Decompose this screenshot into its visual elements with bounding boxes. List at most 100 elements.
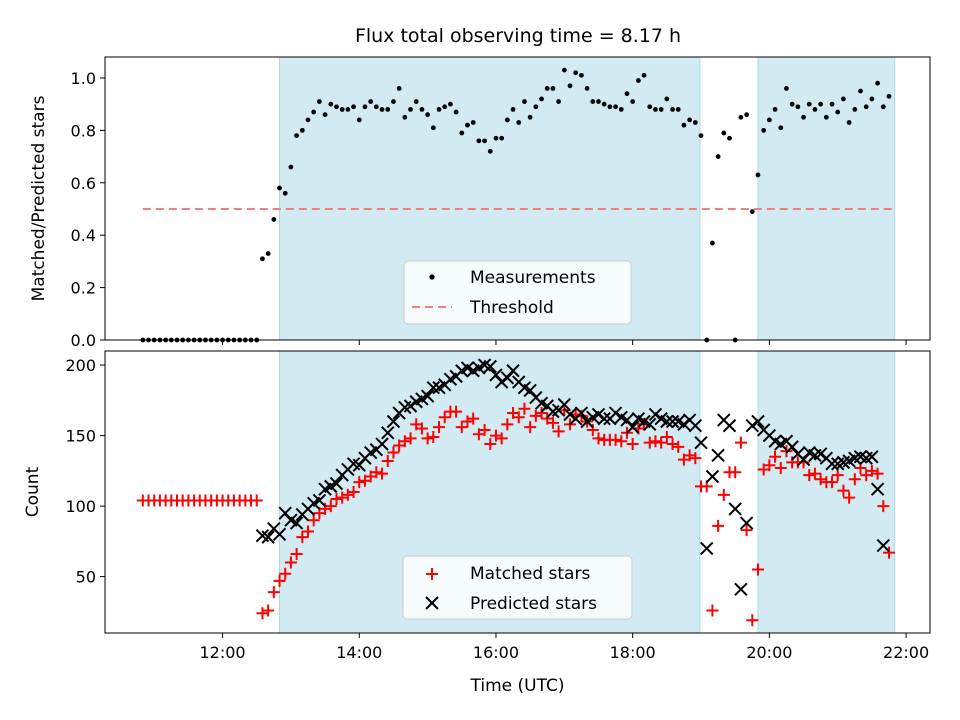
measurement-point xyxy=(351,104,356,110)
measurement-point xyxy=(875,80,880,86)
observing-interval-band xyxy=(757,350,896,634)
matched-star-point xyxy=(660,431,673,444)
measurement-point xyxy=(368,99,374,104)
matched-star-point xyxy=(330,493,343,506)
x-axis-label: Time (UTC) xyxy=(470,676,565,696)
measurement-point xyxy=(823,114,829,120)
predicted-star-point xyxy=(591,407,606,422)
measurement-point xyxy=(664,96,670,102)
matched-star-point xyxy=(774,462,787,475)
measurement-point xyxy=(710,240,715,246)
measurement-point xyxy=(755,172,761,178)
measurement-point xyxy=(373,104,379,110)
legend-matched-marker xyxy=(426,568,438,580)
matched-star-point xyxy=(649,435,662,448)
predicted-star-point xyxy=(739,516,754,530)
matched-star-point xyxy=(421,432,434,445)
predicted-star-point xyxy=(711,448,725,463)
matched-star-point xyxy=(529,409,542,422)
legend-threshold-label: Threshold xyxy=(469,298,554,318)
x-tick-label: 16:00 xyxy=(473,643,519,662)
measurement-point xyxy=(715,154,721,159)
predicted-star-point xyxy=(557,397,572,412)
predicted-star-point xyxy=(494,375,509,389)
x-tick-label: 18:00 xyxy=(610,643,656,662)
measurement-point xyxy=(385,107,391,112)
matched-star-point xyxy=(837,484,850,497)
measurement-point xyxy=(448,101,453,107)
matched-star-point xyxy=(302,525,315,538)
top-y-axis-ticks: 0.0 0.2 0.4 0.6 0.8 1.0 xyxy=(71,69,105,350)
bottom-y-axis-label: Count xyxy=(23,466,43,517)
matched-star-point xyxy=(877,500,890,513)
predicted-star-point xyxy=(745,419,759,433)
matched-star-point xyxy=(882,546,895,559)
matched-star-point xyxy=(558,404,571,417)
matched-star-point xyxy=(808,467,821,480)
measurement-point xyxy=(487,148,493,154)
measurement-point xyxy=(339,107,345,112)
measurement-point xyxy=(647,104,653,110)
measurement-point xyxy=(470,120,476,125)
measurement-point xyxy=(419,107,425,112)
predicted-star-point xyxy=(825,457,839,471)
matched-star-point xyxy=(683,449,696,462)
ratio-panel: 0.0 0.2 0.4 0.6 0.8 1.0 Matched/Predicted sta… xyxy=(29,56,931,350)
matched-star-point xyxy=(376,467,389,480)
measurement-point xyxy=(607,104,613,110)
measurement-point xyxy=(260,256,265,262)
measurement-point xyxy=(698,133,704,139)
matched-star-point xyxy=(666,438,679,451)
x-tick-label: 14:00 xyxy=(336,643,382,662)
measurement-point xyxy=(288,164,294,170)
matched-star-point xyxy=(250,494,263,507)
predicted-star-point xyxy=(563,407,577,422)
y-tick-label: 150 xyxy=(65,427,96,446)
measurement-point xyxy=(584,86,590,91)
predicted-star-point xyxy=(660,414,674,429)
predicted-star-point xyxy=(705,469,720,484)
measurement-point xyxy=(789,101,795,107)
measurement-point xyxy=(618,107,624,112)
matched-star-point xyxy=(524,421,537,434)
predicted-star-point xyxy=(312,493,327,508)
measurement-point xyxy=(801,114,806,120)
matched-star-point xyxy=(290,548,303,561)
matched-star-point xyxy=(478,423,491,436)
legend-matched-label: Matched stars xyxy=(470,564,590,584)
predicted-star-point xyxy=(580,414,594,429)
y-tick-label: 0.8 xyxy=(71,121,96,140)
measurement-point xyxy=(322,112,328,118)
matched-star-point xyxy=(324,500,337,513)
measurement-point xyxy=(675,107,681,112)
measurement-point xyxy=(504,117,510,123)
predicted-star-point xyxy=(329,476,344,491)
measurement-point xyxy=(265,251,271,256)
legend-predicted-label: Predicted stars xyxy=(470,594,597,614)
measurement-point xyxy=(442,104,448,110)
predicted-star-point xyxy=(700,541,714,556)
predicted-star-point xyxy=(289,516,304,530)
predicted-star-point xyxy=(728,502,742,516)
matched-star-point xyxy=(689,452,702,465)
matched-star-point xyxy=(398,435,411,448)
measurement-point xyxy=(573,70,579,76)
matched-star-point xyxy=(267,586,280,599)
matched-star-point xyxy=(814,473,827,486)
predicted-star-point xyxy=(261,530,275,544)
measurement-point xyxy=(282,190,288,196)
matched-star-point xyxy=(256,607,269,620)
predicted-star-point xyxy=(677,417,691,432)
y-tick-label: 100 xyxy=(65,497,96,516)
measurement-point xyxy=(738,114,744,120)
count-panel: 50 100 150 200 12:00 14:00 16:00 18:00 20:00 22:… xyxy=(23,350,931,696)
measurement-point xyxy=(453,109,459,115)
matched-star-point xyxy=(871,467,884,480)
measurement-point xyxy=(391,99,396,104)
y-tick-label: 50 xyxy=(76,568,96,587)
measurement-point xyxy=(818,101,824,107)
measurement-point xyxy=(516,120,522,125)
matched-star-point xyxy=(546,416,559,429)
measurement-point xyxy=(841,96,846,102)
predicted-star-point xyxy=(403,399,418,413)
